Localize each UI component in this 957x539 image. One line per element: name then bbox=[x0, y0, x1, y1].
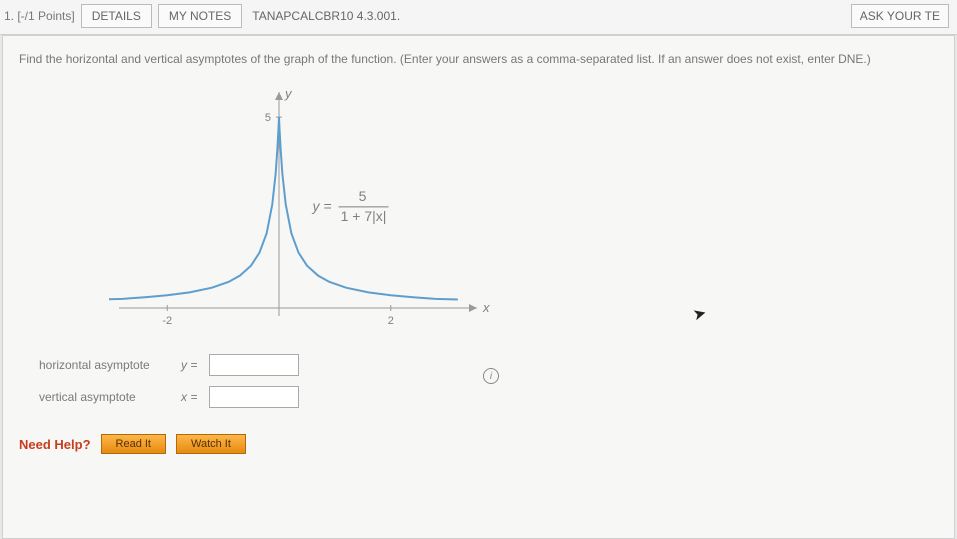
horizontal-label: horizontal asymptote bbox=[39, 358, 169, 372]
vertical-var: x = bbox=[181, 390, 197, 404]
need-help-label: Need Help? bbox=[19, 437, 91, 452]
svg-text:y =: y = bbox=[312, 198, 332, 214]
vertical-asymptote-row: vertical asymptote x = bbox=[39, 386, 938, 408]
need-help-row: Need Help? Read It Watch It bbox=[19, 434, 938, 454]
svg-text:2: 2 bbox=[388, 315, 394, 327]
read-it-button[interactable]: Read It bbox=[101, 434, 166, 454]
svg-text:x: x bbox=[482, 300, 490, 315]
vertical-label: vertical asymptote bbox=[39, 390, 169, 404]
horizontal-var: y = bbox=[181, 358, 197, 372]
source-id: TANAPCALCBR10 4.3.001. bbox=[252, 9, 400, 23]
svg-text:y: y bbox=[284, 86, 293, 101]
ask-teacher-button[interactable]: ASK YOUR TE bbox=[851, 4, 949, 28]
details-button[interactable]: DETAILS bbox=[81, 4, 152, 28]
info-icon[interactable]: i bbox=[483, 368, 499, 384]
question-body: Find the horizontal and vertical asympto… bbox=[2, 35, 955, 539]
my-notes-button[interactable]: MY NOTES bbox=[158, 4, 242, 28]
mouse-cursor-icon: ➤ bbox=[691, 303, 709, 326]
svg-text:5: 5 bbox=[265, 112, 271, 124]
watch-it-button[interactable]: Watch It bbox=[176, 434, 246, 454]
horizontal-input[interactable] bbox=[209, 354, 299, 376]
points-label: 1. [-/1 Points] bbox=[0, 9, 75, 23]
question-header: 1. [-/1 Points] DETAILS MY NOTES TANAPCA… bbox=[0, 0, 957, 35]
function-graph: -2 2 5 y x y = 5 1 + 7|x| bbox=[109, 78, 509, 338]
svg-text:1 + 7|x|: 1 + 7|x| bbox=[341, 208, 387, 224]
svg-text:-2: -2 bbox=[162, 315, 172, 327]
vertical-input[interactable] bbox=[209, 386, 299, 408]
question-prompt: Find the horizontal and vertical asympto… bbox=[19, 50, 938, 68]
svg-text:5: 5 bbox=[359, 188, 367, 204]
